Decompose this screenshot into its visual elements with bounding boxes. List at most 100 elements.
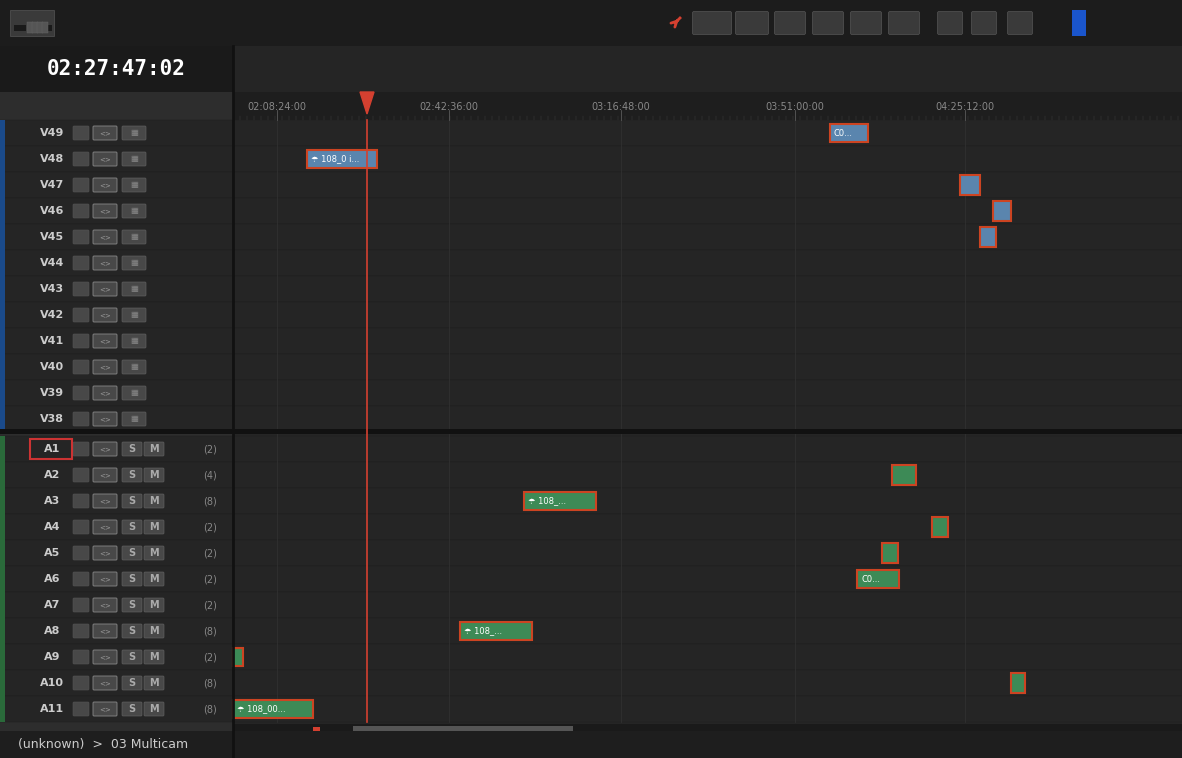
FancyBboxPatch shape: [122, 412, 147, 426]
FancyBboxPatch shape: [144, 702, 164, 716]
Bar: [0, 198, 5, 224]
Text: M: M: [149, 704, 158, 714]
Text: <>: <>: [99, 446, 111, 452]
Text: (2): (2): [203, 548, 217, 558]
Bar: [857, 570, 900, 588]
Bar: [233, 328, 1182, 354]
Bar: [233, 488, 1182, 514]
Bar: [0, 224, 233, 250]
FancyBboxPatch shape: [93, 676, 117, 690]
Bar: [233, 566, 1182, 592]
Bar: [233, 618, 1182, 644]
Bar: [37, 22, 43, 33]
Bar: [960, 175, 980, 195]
FancyBboxPatch shape: [122, 676, 142, 690]
Text: 03:16:48:00: 03:16:48:00: [592, 102, 650, 112]
Bar: [882, 543, 898, 563]
Bar: [0, 302, 5, 328]
Bar: [0, 172, 233, 198]
FancyBboxPatch shape: [73, 650, 89, 664]
Text: V41: V41: [40, 336, 64, 346]
Text: ▦: ▦: [130, 206, 138, 215]
Text: ▦: ▦: [130, 155, 138, 164]
Bar: [0, 436, 5, 462]
FancyBboxPatch shape: [144, 468, 164, 482]
Bar: [233, 462, 1182, 488]
Text: <>: <>: [99, 576, 111, 582]
Text: (2): (2): [203, 444, 217, 454]
Bar: [0, 566, 5, 592]
Bar: [233, 302, 1182, 328]
Text: <>: <>: [99, 416, 111, 422]
Text: (2): (2): [203, 600, 217, 610]
FancyBboxPatch shape: [73, 386, 89, 400]
FancyBboxPatch shape: [144, 650, 164, 664]
FancyBboxPatch shape: [93, 282, 117, 296]
Text: ▦: ▦: [130, 311, 138, 320]
Bar: [0, 276, 5, 302]
FancyBboxPatch shape: [73, 204, 89, 218]
Bar: [233, 46, 1182, 758]
Bar: [233, 224, 1182, 250]
FancyBboxPatch shape: [122, 650, 142, 664]
Bar: [233, 120, 1182, 146]
Bar: [0, 146, 233, 172]
Bar: [30, 439, 72, 459]
Bar: [830, 124, 868, 142]
Text: C0...: C0...: [860, 575, 881, 584]
Text: (2): (2): [203, 522, 217, 532]
FancyBboxPatch shape: [144, 494, 164, 508]
Bar: [9, 10, 54, 36]
FancyBboxPatch shape: [122, 468, 142, 482]
FancyBboxPatch shape: [122, 546, 142, 560]
Bar: [233, 250, 1182, 276]
Polygon shape: [361, 92, 374, 114]
Text: <>: <>: [99, 208, 111, 214]
FancyBboxPatch shape: [73, 230, 89, 244]
Bar: [1072, 31, 1086, 36]
Text: <>: <>: [99, 260, 111, 266]
Text: ▦: ▦: [130, 337, 138, 346]
Text: <>: <>: [99, 338, 111, 344]
Text: S: S: [129, 678, 136, 688]
FancyBboxPatch shape: [73, 178, 89, 192]
FancyBboxPatch shape: [122, 598, 142, 612]
FancyBboxPatch shape: [73, 334, 89, 348]
FancyBboxPatch shape: [93, 624, 117, 638]
Bar: [0, 146, 5, 172]
FancyBboxPatch shape: [93, 386, 117, 400]
FancyBboxPatch shape: [122, 572, 142, 586]
FancyBboxPatch shape: [73, 360, 89, 374]
Text: <>: <>: [99, 498, 111, 504]
Bar: [0, 406, 5, 432]
Text: ▦: ▦: [130, 129, 138, 137]
Text: A4: A4: [44, 522, 60, 532]
Text: V48: V48: [40, 154, 64, 164]
Text: (4): (4): [203, 470, 216, 480]
Bar: [0, 514, 5, 540]
Bar: [32, 22, 38, 33]
FancyBboxPatch shape: [93, 256, 117, 270]
Bar: [0, 618, 5, 644]
Bar: [0, 696, 233, 722]
Bar: [18, 25, 22, 31]
Bar: [0, 380, 5, 406]
Bar: [0, 354, 5, 380]
FancyBboxPatch shape: [73, 520, 89, 534]
FancyBboxPatch shape: [144, 442, 164, 456]
Bar: [233, 514, 1182, 540]
Bar: [14, 25, 18, 31]
Bar: [892, 465, 916, 485]
Bar: [0, 592, 233, 618]
FancyBboxPatch shape: [93, 598, 117, 612]
Text: ☂ 108_0 i...: ☂ 108_0 i...: [311, 155, 359, 164]
Text: S: S: [129, 626, 136, 636]
Bar: [233, 700, 313, 718]
FancyBboxPatch shape: [851, 11, 882, 35]
Bar: [0, 250, 5, 276]
Bar: [48, 25, 52, 31]
Text: S: S: [129, 444, 136, 454]
Text: V39: V39: [40, 388, 64, 398]
Text: M: M: [149, 652, 158, 662]
FancyBboxPatch shape: [144, 598, 164, 612]
